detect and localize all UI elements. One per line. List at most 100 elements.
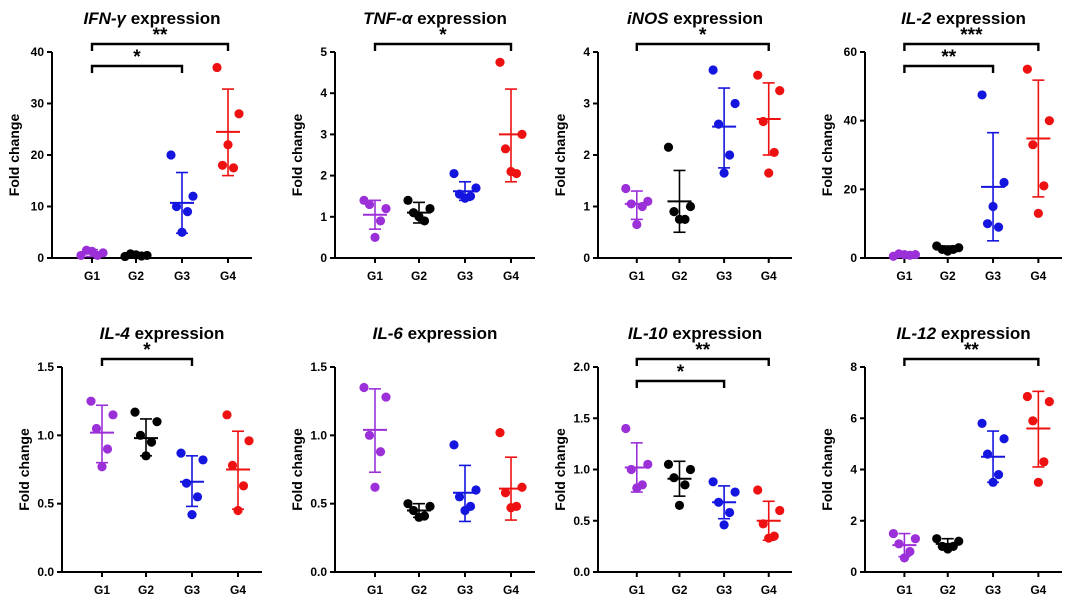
data-point (977, 90, 987, 100)
data-point (471, 485, 481, 495)
data-point (506, 503, 516, 513)
y-tick-label: 0.0 (573, 565, 590, 579)
panel-title-gene: TNF-α (363, 9, 414, 28)
data-point (131, 250, 141, 260)
data-point (102, 444, 113, 454)
bracket-line (90, 64, 184, 73)
x-tick-label: G4 (220, 269, 236, 283)
x-tick-label: G3 (985, 269, 1001, 283)
panel-5: IL-4 expression 0.0 0.5 1.0 1.5 Fold change G1… (16, 324, 262, 597)
panel-7: IL-10 expression 0.0 0.5 1.0 1.5 2.0 Fold chan… (552, 324, 792, 597)
data-point (364, 199, 375, 210)
y-tick-label: 1.5 (37, 360, 54, 374)
significance-bracket: ** (903, 340, 1040, 366)
data-point (370, 482, 380, 492)
data-point (1039, 457, 1049, 467)
x-tick-label: G2 (411, 269, 427, 283)
data-point (141, 451, 151, 461)
data-point (674, 214, 685, 224)
y-tick-label: 1 (583, 200, 590, 214)
panel-title-suffix: expression (931, 9, 1026, 28)
data-point (495, 428, 505, 438)
panel-1: IFN-γ expression 0 10 20 30 40 Fold change G1 G2… (6, 9, 252, 283)
data-point (1022, 391, 1032, 402)
data-point (905, 546, 915, 557)
y-axis-label: Fold change (552, 114, 568, 197)
significance-label: * (677, 362, 685, 383)
significance-label: *** (960, 25, 983, 46)
series-G2 (120, 249, 152, 262)
x-tick-label: G1 (94, 583, 110, 597)
data-point (449, 440, 459, 450)
data-point (714, 119, 724, 129)
data-point (223, 140, 233, 150)
data-point (621, 423, 631, 434)
data-point (1022, 64, 1032, 74)
data-point (91, 423, 102, 434)
x-tick-label: G4 (503, 269, 519, 283)
data-point (1028, 140, 1038, 150)
bracket-line (635, 379, 726, 388)
x-tick-label: G1 (629, 269, 645, 283)
data-point (632, 483, 642, 493)
series-G4 (495, 57, 527, 183)
data-point (674, 500, 685, 510)
y-tick-label: 1.0 (310, 428, 327, 442)
y-axis-label: Fold change (819, 114, 835, 197)
x-tick-label: G4 (503, 583, 519, 597)
data-point (999, 177, 1009, 188)
data-point (775, 505, 785, 516)
data-point (187, 509, 197, 520)
data-point (228, 163, 239, 173)
data-point (381, 203, 391, 214)
data-point (714, 497, 724, 507)
x-tick-label: G1 (84, 269, 100, 283)
y-tick-label: 0 (37, 251, 44, 265)
x-tick-label: G2 (138, 583, 154, 597)
data-point (730, 487, 740, 497)
data-point (999, 434, 1009, 444)
x-tick-label: G2 (671, 269, 687, 283)
series-G3 (176, 448, 208, 520)
data-point (108, 410, 118, 420)
x-tick-label: G3 (985, 583, 1001, 597)
data-point (680, 480, 690, 490)
data-point (1033, 477, 1043, 487)
x-tick-label: G2 (940, 269, 956, 283)
y-tick-label: 0.5 (310, 497, 327, 511)
data-point (626, 464, 636, 475)
series-G3 (708, 65, 740, 178)
significance-label: ** (153, 25, 168, 46)
y-tick-label: 0.5 (37, 497, 54, 511)
significance-label: ** (941, 47, 956, 68)
series-G4 (1022, 64, 1054, 218)
x-tick-label: G4 (761, 583, 777, 597)
significance-bracket: * (635, 362, 726, 388)
data-point (894, 539, 904, 549)
data-point (176, 448, 186, 458)
panel-title-gene: IL-12 (896, 324, 936, 343)
series-G1 (359, 195, 391, 242)
panel-title: IL-10 expression (628, 324, 762, 343)
bracket-line (903, 357, 1040, 366)
data-point (669, 207, 679, 217)
panel-3: iNOS expression 0 1 2 3 4 Fold change G1 G2 G3 G4 * (552, 9, 792, 283)
y-tick-label: 0 (850, 565, 857, 579)
data-point (637, 201, 647, 212)
y-tick-label: 0.0 (37, 565, 54, 579)
y-tick-label: 1.5 (310, 360, 327, 374)
y-tick-label: 6 (850, 411, 857, 425)
panel-title: IL-12 expression (896, 324, 1030, 343)
series-G3 (449, 168, 481, 203)
y-axis-label: Fold change (289, 114, 305, 197)
series-G1 (888, 249, 921, 261)
x-tick-label: G3 (716, 269, 732, 283)
data-point (685, 201, 696, 212)
data-point (888, 528, 899, 539)
panel-title-suffix: expression (126, 9, 221, 28)
series-G3 (166, 150, 198, 237)
bracket-line (903, 42, 1040, 51)
data-point (719, 520, 729, 530)
data-point (730, 98, 740, 109)
y-tick-label: 0 (850, 251, 857, 265)
